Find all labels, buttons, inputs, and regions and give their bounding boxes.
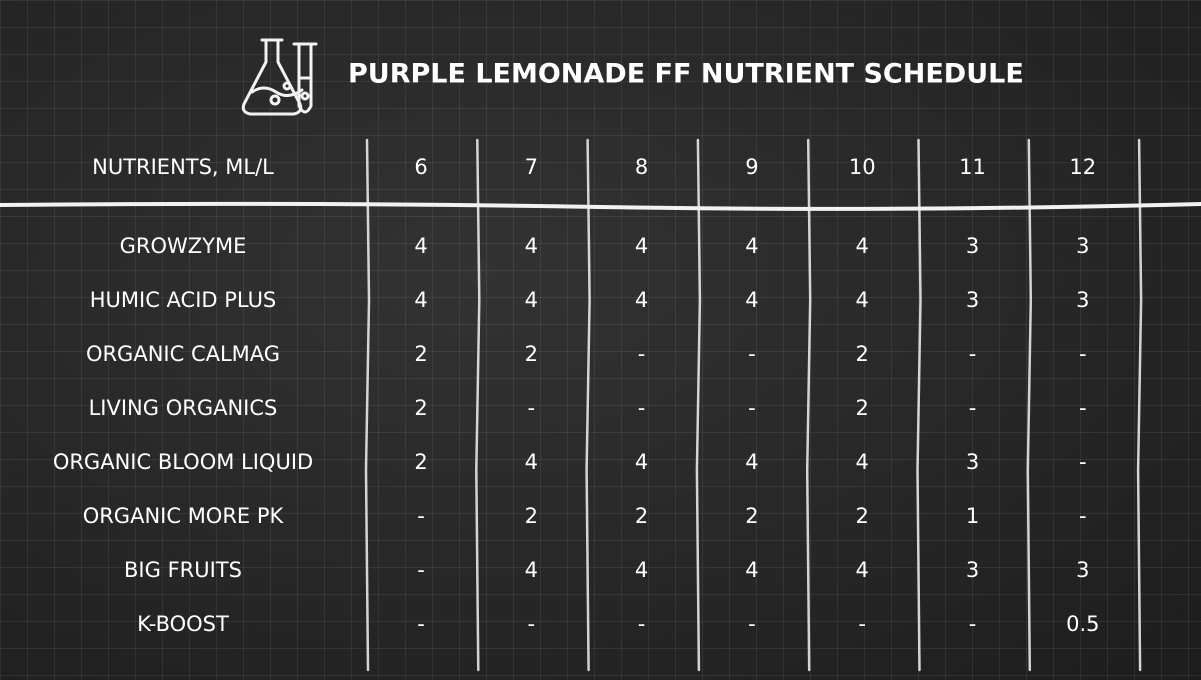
cell: - — [528, 396, 536, 420]
column-divider — [1026, 138, 1033, 672]
cell: 4 — [525, 558, 538, 582]
cell: - — [1079, 504, 1087, 528]
column-divider — [695, 138, 702, 672]
cell: 4 — [635, 558, 648, 582]
cell: - — [638, 342, 646, 366]
column-header: 7 — [525, 155, 538, 179]
cell: - — [638, 396, 646, 420]
cell: 4 — [635, 288, 648, 312]
cell: - — [417, 612, 425, 636]
cell: 4 — [414, 288, 427, 312]
cell: - — [528, 612, 536, 636]
row-label: HUMIC ACID PLUS — [90, 288, 277, 312]
row-label: ORGANIC CALMAG — [86, 342, 280, 366]
cell: 2 — [525, 504, 538, 528]
cell: - — [858, 612, 866, 636]
row-label: K-BOOST — [137, 612, 229, 636]
row-label: GROWZYME — [120, 234, 247, 258]
cell: 3 — [1076, 288, 1089, 312]
column-header: 8 — [635, 155, 648, 179]
cell: 4 — [856, 234, 869, 258]
cell: 4 — [525, 234, 538, 258]
column-header: NUTRIENTS, ML/L — [92, 155, 274, 179]
title: PURPLE LEMONADE FF NUTRIENT SCHEDULE — [348, 59, 1024, 90]
cell: - — [638, 612, 646, 636]
cell: 4 — [525, 450, 538, 474]
cell: - — [969, 612, 977, 636]
cell: 4 — [635, 450, 648, 474]
cell: - — [748, 612, 756, 636]
cell: - — [1079, 396, 1087, 420]
row-label: LIVING ORGANICS — [89, 396, 278, 420]
cell: 4 — [525, 288, 538, 312]
cell: 3 — [966, 558, 979, 582]
cell: 2 — [745, 504, 758, 528]
cell: 2 — [856, 396, 869, 420]
cell: 2 — [635, 504, 648, 528]
cell: 3 — [966, 234, 979, 258]
column-divider — [585, 138, 591, 672]
column-divider — [1136, 138, 1143, 672]
cell: 0.5 — [1066, 612, 1099, 636]
cell: - — [1079, 342, 1087, 366]
cell: - — [417, 558, 425, 582]
cell: 2 — [856, 504, 869, 528]
row-label: ORGANIC BLOOM LIQUID — [53, 450, 313, 474]
cell: - — [748, 396, 756, 420]
column-header: 6 — [414, 155, 427, 179]
lab-icon — [241, 38, 318, 116]
column-dividers — [364, 138, 1143, 672]
cell: 3 — [1076, 234, 1089, 258]
column-divider — [475, 138, 481, 672]
column-divider — [916, 138, 922, 672]
column-divider — [805, 138, 812, 672]
cell: 2 — [414, 396, 427, 420]
cell: 4 — [414, 234, 427, 258]
cell: 4 — [635, 234, 648, 258]
cell: 2 — [525, 342, 538, 366]
column-header: 11 — [959, 155, 986, 179]
cell: - — [1079, 450, 1087, 474]
cell: 3 — [1076, 558, 1089, 582]
column-header: 10 — [849, 155, 876, 179]
cell: 4 — [856, 558, 869, 582]
column-divider — [364, 138, 371, 672]
cell: 2 — [414, 450, 427, 474]
header-rule — [0, 201, 1201, 211]
cell: 4 — [745, 288, 758, 312]
cell: - — [969, 396, 977, 420]
cell: 3 — [966, 288, 979, 312]
row-label: BIG FRUITS — [124, 558, 242, 582]
cell: - — [417, 504, 425, 528]
cell: 4 — [745, 450, 758, 474]
column-header: 12 — [1069, 155, 1096, 179]
cell: 1 — [966, 504, 979, 528]
cell: 4 — [745, 234, 758, 258]
column-header: 9 — [745, 155, 758, 179]
cell: 4 — [856, 288, 869, 312]
row-label: ORGANIC MORE PK — [83, 504, 285, 528]
cell: - — [969, 342, 977, 366]
cell: 2 — [414, 342, 427, 366]
cell: - — [748, 342, 756, 366]
cell: 4 — [745, 558, 758, 582]
cell: 2 — [856, 342, 869, 366]
cell: 4 — [856, 450, 869, 474]
cell: 3 — [966, 450, 979, 474]
